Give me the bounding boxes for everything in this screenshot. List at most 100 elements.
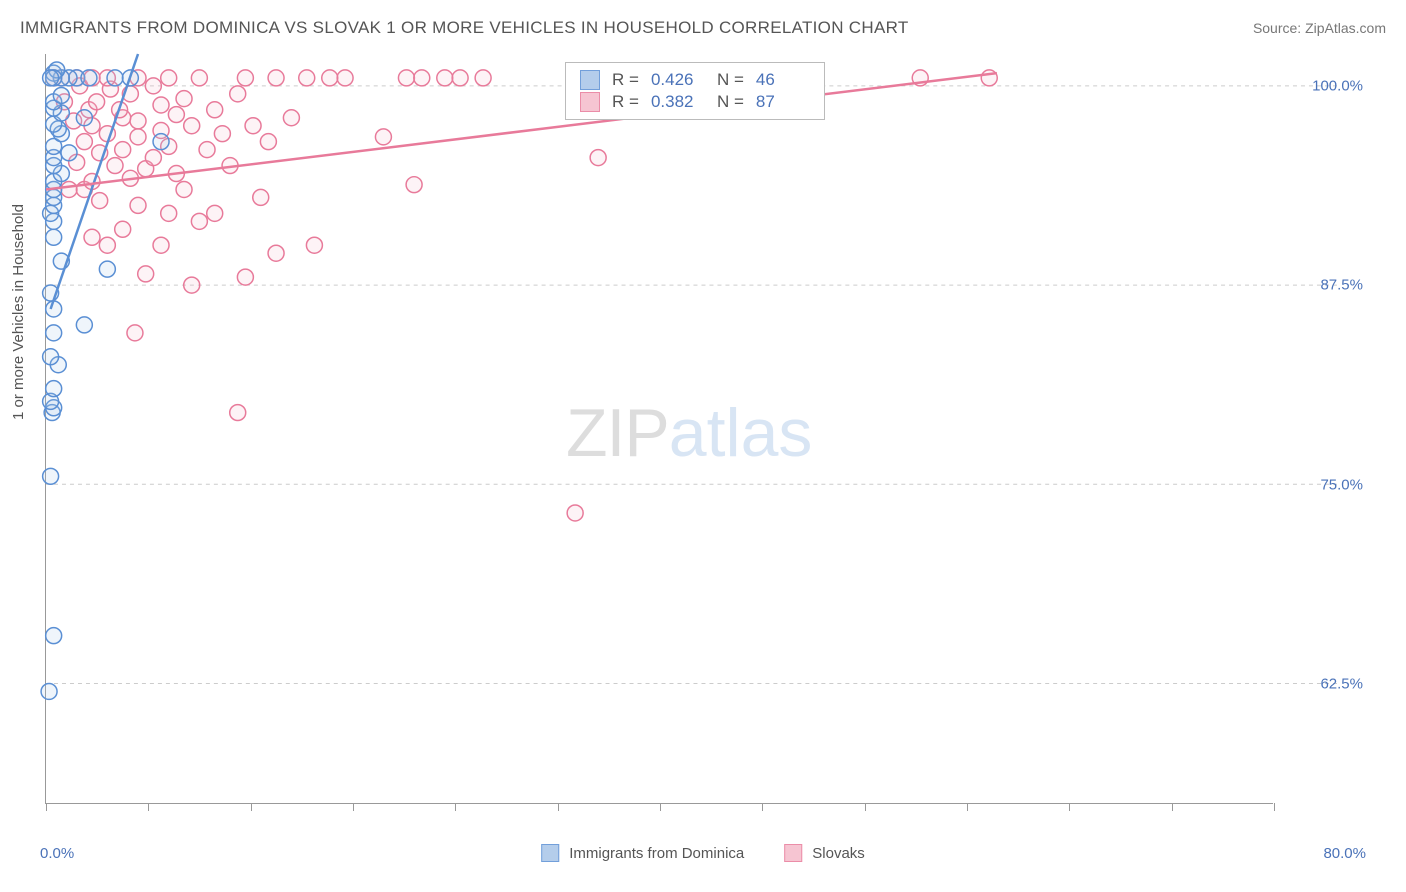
- x-tick: [1069, 803, 1070, 811]
- x-tick: [762, 803, 763, 811]
- data-point: [230, 86, 246, 102]
- data-point: [41, 683, 57, 699]
- data-point: [130, 113, 146, 129]
- data-point: [260, 134, 276, 150]
- stats-r-value-slovaks: 0.382: [651, 92, 705, 112]
- data-point: [452, 70, 468, 86]
- source-label: Source:: [1253, 20, 1305, 36]
- data-point: [76, 134, 92, 150]
- data-point: [245, 118, 261, 134]
- data-point: [230, 405, 246, 421]
- data-point: [43, 349, 59, 365]
- data-point: [337, 70, 353, 86]
- legend-swatch-dominica: [541, 844, 559, 862]
- y-tick-label: 100.0%: [1283, 77, 1363, 94]
- data-point: [184, 118, 200, 134]
- data-point: [99, 261, 115, 277]
- data-point: [92, 193, 108, 209]
- stats-n-value-dominica: 46: [756, 70, 810, 90]
- scatter-svg: [46, 54, 1273, 803]
- data-point: [53, 87, 69, 103]
- y-axis-title: 1 or more Vehicles in Household: [10, 204, 27, 420]
- stats-r-label: R =: [612, 70, 639, 90]
- data-point: [61, 145, 77, 161]
- data-point: [375, 129, 391, 145]
- data-point: [283, 110, 299, 126]
- chart-title: IMMIGRANTS FROM DOMINICA VS SLOVAK 1 OR …: [20, 18, 909, 38]
- data-point: [398, 70, 414, 86]
- x-tick: [353, 803, 354, 811]
- data-point: [475, 70, 491, 86]
- bottom-legend: Immigrants from Dominica Slovaks: [541, 844, 865, 862]
- data-point: [161, 70, 177, 86]
- legend-item-dominica: Immigrants from Dominica: [541, 844, 744, 862]
- x-tick: [251, 803, 252, 811]
- data-point: [268, 245, 284, 261]
- y-tick-label: 62.5%: [1283, 676, 1363, 693]
- source-attribution: Source: ZipAtlas.com: [1253, 20, 1386, 36]
- x-tick: [148, 803, 149, 811]
- data-point: [414, 70, 430, 86]
- legend-label-dominica: Immigrants from Dominica: [569, 845, 744, 862]
- x-tick: [967, 803, 968, 811]
- data-point: [46, 229, 62, 245]
- x-tick: [558, 803, 559, 811]
- legend-item-slovaks: Slovaks: [784, 844, 865, 862]
- data-point: [176, 181, 192, 197]
- data-point: [145, 150, 161, 166]
- data-point: [237, 269, 253, 285]
- x-tick: [865, 803, 866, 811]
- data-point: [161, 205, 177, 221]
- y-tick-label: 75.0%: [1283, 476, 1363, 493]
- data-point: [145, 78, 161, 94]
- data-point: [130, 129, 146, 145]
- stats-n-value-slovaks: 87: [756, 92, 810, 112]
- data-point: [46, 325, 62, 341]
- data-point: [99, 237, 115, 253]
- stats-row-slovaks: R = 0.382 N = 87: [580, 91, 810, 113]
- legend-swatch-slovaks: [784, 844, 802, 862]
- y-tick-label: 87.5%: [1283, 277, 1363, 294]
- data-point: [61, 181, 77, 197]
- data-point: [107, 70, 123, 86]
- x-tick: [1172, 803, 1173, 811]
- stats-n-label: N =: [717, 70, 744, 90]
- data-point: [46, 628, 62, 644]
- data-point: [191, 213, 207, 229]
- data-point: [115, 221, 131, 237]
- stats-n-label: N =: [717, 92, 744, 112]
- data-point: [253, 189, 269, 205]
- x-tick: [455, 803, 456, 811]
- data-point: [184, 277, 200, 293]
- data-point: [153, 97, 169, 113]
- data-point: [138, 266, 154, 282]
- data-point: [299, 70, 315, 86]
- stats-r-label: R =: [612, 92, 639, 112]
- stats-box: R = 0.426 N = 46 R = 0.382 N = 87: [565, 62, 825, 120]
- stats-row-dominica: R = 0.426 N = 46: [580, 69, 810, 91]
- data-point: [306, 237, 322, 253]
- data-point: [176, 91, 192, 107]
- x-axis-max-label: 80.0%: [1323, 845, 1366, 862]
- data-point: [130, 197, 146, 213]
- data-point: [191, 70, 207, 86]
- stats-swatch-slovaks: [580, 92, 600, 112]
- data-point: [268, 70, 284, 86]
- data-point: [237, 70, 253, 86]
- data-point: [46, 381, 62, 397]
- data-point: [590, 150, 606, 166]
- x-tick: [46, 803, 47, 811]
- data-point: [207, 102, 223, 118]
- data-point: [199, 142, 215, 158]
- data-point: [76, 110, 92, 126]
- source-value: ZipAtlas.com: [1305, 20, 1386, 36]
- data-point: [153, 134, 169, 150]
- data-point: [437, 70, 453, 86]
- data-point: [76, 317, 92, 333]
- x-tick: [660, 803, 661, 811]
- data-point: [567, 505, 583, 521]
- title-bar: IMMIGRANTS FROM DOMINICA VS SLOVAK 1 OR …: [20, 18, 1386, 38]
- data-point: [153, 237, 169, 253]
- legend-label-slovaks: Slovaks: [812, 845, 865, 862]
- data-point: [168, 107, 184, 123]
